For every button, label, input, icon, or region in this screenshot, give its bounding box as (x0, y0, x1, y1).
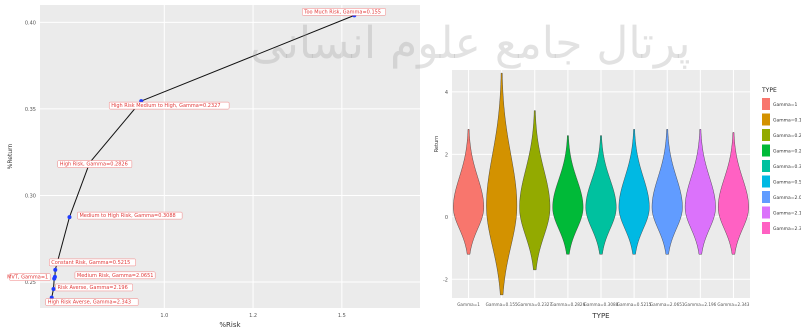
point-label: Medium to High Risk, Gamma=0.3088 (79, 213, 175, 219)
x-tick-label: 1.5 (338, 313, 346, 319)
y-tick-label: 0 (445, 215, 448, 221)
x-axis-label: %Risk (219, 321, 241, 329)
legend-label: Gamma=0.1 (773, 118, 801, 124)
point-label: Too Much Risk, Gamma=0.155 (303, 9, 381, 15)
y-axis-label: %Return (7, 144, 14, 170)
legend-swatch (762, 129, 770, 141)
x-tick-label: 1.2 (249, 313, 257, 319)
x-axis-label: TYPE (591, 312, 609, 320)
frontier-point (53, 275, 57, 279)
point-label: Constant Risk, Gamma=0.5215 (51, 260, 130, 266)
legend-swatch (762, 222, 770, 234)
x-tick-label: 1.0 (160, 313, 168, 319)
legend-swatch (762, 145, 770, 157)
x-tick-label: Gamma=0.3088 (584, 302, 619, 307)
legend-swatch (762, 191, 770, 203)
legend-label: Gamma=2.1 (773, 211, 801, 217)
legend-swatch (762, 207, 770, 219)
x-tick-label: Gamma=2.343 (717, 302, 749, 307)
y-tick-label: 0.40 (25, 20, 36, 26)
legend-title: TYPE (761, 87, 777, 94)
x-tick-label: Gamma=0.155 (486, 302, 518, 307)
efficient-frontier-svg: 0.25 0.30 0.35 0.40 1.0 1.2 1.5 %Risk %Return Hig… (0, 0, 430, 329)
point-label: MVT, Gamma=1 (7, 275, 48, 281)
x-tick-label: Gamma=0.2826 (551, 302, 586, 307)
frontier-point (67, 215, 71, 219)
efficient-frontier-chart: 0.25 0.30 0.35 0.40 1.0 1.2 1.5 %Risk %Return Hig… (0, 0, 430, 329)
y-tick-label: 4 (445, 90, 448, 96)
legend-swatch (762, 160, 770, 172)
frontier-point (53, 268, 57, 272)
point-label: High Risk Medium to High, Gamma=0.2327 (111, 103, 220, 109)
y-axis-label: Return (434, 136, 440, 153)
legend-swatch (762, 98, 770, 110)
y-tick-label: 0.25 (25, 280, 36, 286)
legend-label: Gamma=0.5 (773, 180, 801, 186)
y-tick-label: 0.35 (25, 107, 36, 113)
legend-label: Gamma=2.3 (773, 226, 801, 232)
x-tick-label: Gamma=0.2327 (517, 302, 552, 307)
legend-swatch (762, 114, 770, 126)
legend-label: Gamma=0.3 (773, 164, 801, 170)
legend-label: Gamma=2.0 (773, 195, 801, 201)
point-label: Risk Averse, Gamma=2.196 (57, 285, 127, 291)
point-label: Medium Risk, Gamma=2.0651 (77, 273, 154, 279)
x-tick-label: Gamma=0.5215 (617, 302, 652, 307)
legend-label: Gamma=0.2 (773, 149, 801, 155)
legend-label: Gamma=1 (773, 102, 798, 108)
x-tick-label: Gamma=1 (457, 302, 480, 307)
point-label: High Risk Averse, Gamma=2.343 (48, 300, 131, 306)
y-tick-label: 0.30 (25, 193, 36, 199)
x-tick-label: Gamma=2.196 (684, 302, 716, 307)
legend-swatch (762, 176, 770, 188)
x-tick-label: Gamma=2.0651 (650, 302, 685, 307)
frontier-point (51, 287, 55, 291)
y-tick-label: 2 (445, 152, 448, 158)
legend-label: Gamma=0.2 (773, 133, 801, 139)
point-label: High Risk, Gamma=0.2826 (60, 162, 128, 168)
y-tick-label: -2 (443, 277, 448, 283)
